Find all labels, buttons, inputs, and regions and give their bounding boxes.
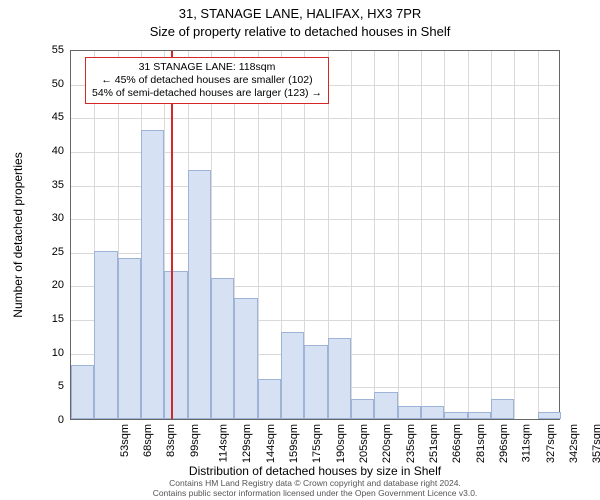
histogram-bar	[328, 338, 351, 419]
gridline-v	[491, 51, 492, 419]
histogram-bar	[398, 406, 421, 419]
xtick-label: 83sqm	[165, 424, 177, 457]
ytick-label: 35	[34, 179, 64, 191]
histogram-bar	[234, 298, 257, 419]
xtick-label: 129sqm	[241, 424, 253, 463]
annotation-line: ← 45% of detached houses are smaller (10…	[92, 74, 322, 87]
gridline-v	[468, 51, 469, 419]
annotation-box: 31 STANAGE LANE: 118sqm← 45% of detached…	[85, 57, 329, 104]
ytick-label: 25	[34, 246, 64, 258]
histogram-bar	[118, 258, 141, 419]
annotation-line: 31 STANAGE LANE: 118sqm	[92, 61, 322, 74]
footer-line1: Contains HM Land Registry data © Crown c…	[169, 478, 461, 488]
xtick-label: 159sqm	[288, 424, 300, 463]
ytick-label: 45	[34, 111, 64, 123]
histogram-bar	[71, 365, 94, 419]
xtick-label: 251sqm	[428, 424, 440, 463]
xtick-label: 175sqm	[311, 424, 323, 463]
histogram-bar	[94, 251, 117, 419]
histogram-bar	[444, 412, 467, 419]
ytick-label: 10	[34, 347, 64, 359]
ytick-label: 55	[34, 44, 64, 56]
footer-line2: Contains public sector information licen…	[153, 488, 478, 498]
ytick-label: 40	[34, 145, 64, 157]
gridline-v	[351, 51, 352, 419]
ytick-label: 50	[34, 78, 64, 90]
plot-area: 31 STANAGE LANE: 118sqm← 45% of detached…	[70, 50, 560, 420]
histogram-bar	[188, 170, 211, 419]
x-axis-label: Distribution of detached houses by size …	[70, 464, 560, 478]
histogram-bar	[491, 399, 514, 419]
gridline-h	[71, 118, 559, 119]
gridline-v	[258, 51, 259, 419]
histogram-bar	[374, 392, 397, 419]
xtick-label: 342sqm	[568, 424, 580, 463]
gridline-v	[374, 51, 375, 419]
footer-attribution: Contains HM Land Registry data © Crown c…	[70, 478, 560, 498]
xtick-label: 205sqm	[358, 424, 370, 463]
chart-title-line2: Size of property relative to detached ho…	[0, 24, 600, 39]
xtick-label: 53sqm	[119, 424, 131, 457]
ytick-label: 30	[34, 212, 64, 224]
histogram-bar	[141, 130, 164, 419]
annotation-line: 54% of semi-detached houses are larger (…	[92, 87, 322, 100]
xtick-label: 296sqm	[498, 424, 510, 463]
ytick-label: 20	[34, 279, 64, 291]
gridline-v	[444, 51, 445, 419]
histogram-bar	[538, 412, 561, 419]
histogram-bar	[281, 332, 304, 419]
gridline-v	[538, 51, 539, 419]
chart-title-line1: 31, STANAGE LANE, HALIFAX, HX3 7PR	[0, 6, 600, 21]
xtick-label: 327sqm	[545, 424, 557, 463]
histogram-bar	[351, 399, 374, 419]
xtick-label: 357sqm	[591, 424, 600, 463]
y-axis-label: Number of detached properties	[11, 152, 25, 317]
xtick-label: 220sqm	[381, 424, 393, 463]
xtick-label: 99sqm	[189, 424, 201, 457]
gridline-v	[398, 51, 399, 419]
histogram-bar	[164, 271, 187, 419]
histogram-bar	[258, 379, 281, 419]
xtick-label: 144sqm	[265, 424, 277, 463]
xtick-label: 281sqm	[475, 424, 487, 463]
gridline-v	[421, 51, 422, 419]
xtick-label: 68sqm	[142, 424, 154, 457]
histogram-bar	[304, 345, 327, 419]
gridline-v	[514, 51, 515, 419]
xtick-label: 235sqm	[405, 424, 417, 463]
histogram-bar	[211, 278, 234, 419]
xtick-label: 190sqm	[335, 424, 347, 463]
xtick-label: 266sqm	[451, 424, 463, 463]
xtick-label: 114sqm	[217, 424, 229, 462]
ytick-label: 15	[34, 313, 64, 325]
marker-line	[171, 51, 173, 419]
ytick-label: 5	[34, 380, 64, 392]
xtick-label: 311sqm	[521, 424, 533, 462]
histogram-bar	[421, 406, 444, 419]
histogram-bar	[468, 412, 491, 419]
ytick-label: 0	[34, 414, 64, 426]
